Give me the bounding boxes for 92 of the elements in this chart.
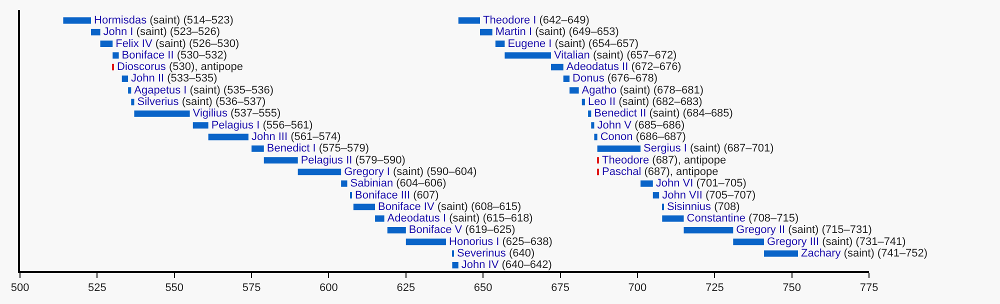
data-label: Agatho (saint) (678–681) — [582, 84, 704, 96]
bar — [452, 262, 458, 268]
bar — [131, 98, 134, 106]
data-label: Silverius (saint) (536–537) — [137, 96, 266, 108]
x-tick-label: 575 — [242, 282, 261, 294]
data-label: Gregory I (saint) (590–604) — [344, 166, 477, 178]
data-label: Dioscorus (530), antipope — [117, 61, 243, 74]
data-label: Benedict II (saint) (684–685) — [594, 108, 733, 120]
bar — [353, 204, 376, 210]
data-label: John V (685–686) — [597, 119, 685, 132]
x-tick-label: 650 — [474, 282, 492, 294]
bar — [91, 28, 100, 36]
x-tick-label: 725 — [705, 282, 724, 294]
bar — [495, 40, 505, 47]
bar — [652, 192, 660, 198]
x-tick-label: 500 — [10, 282, 30, 294]
x-tick-label: 750 — [782, 282, 801, 294]
data-label: Martin I (saint) (649–653) — [495, 26, 619, 38]
data-label: Theodore I (642–649) — [483, 14, 590, 26]
x-tick-label: 625 — [396, 282, 416, 294]
data-label: Benedict I (575–579) — [266, 142, 370, 155]
data-label: Donus (676–678) — [572, 72, 658, 85]
bar — [387, 227, 406, 234]
data-label: Boniface V (619–625) — [408, 224, 516, 236]
bar — [640, 180, 653, 187]
data-label: Honorius I (625–638) — [449, 236, 552, 248]
bar — [112, 52, 119, 59]
bar — [684, 227, 734, 234]
bar — [128, 87, 132, 94]
data-label: John VII (705–707) — [662, 189, 756, 202]
bar — [662, 215, 684, 222]
bar — [764, 250, 798, 257]
bar — [563, 76, 570, 82]
data-label: Theodore (687), antipope — [602, 154, 726, 166]
data-label: Sabinian (604–606) — [350, 178, 446, 190]
x-tick-label: 775 — [860, 282, 878, 294]
bar — [594, 134, 598, 140]
bar — [551, 64, 564, 70]
data-label: Sisinnius (708) — [667, 200, 740, 213]
data-label: Pelagius I (556–561) — [211, 119, 313, 132]
bar — [591, 122, 594, 129]
bar — [570, 87, 579, 94]
data-label: John III (561–574) — [251, 131, 341, 144]
data-label: Gregory II (saint) (715–731) — [736, 224, 872, 236]
data-label: Leo II (saint) (682–683) — [588, 96, 702, 108]
bar — [252, 145, 264, 152]
data-label: Severinus (640) — [457, 248, 535, 260]
data-label: Vigilius (537–555) — [192, 108, 281, 120]
data-label: Boniface IV (saint) (608–615) — [378, 200, 522, 213]
data-label: Felix IV (saint) (526–530) — [116, 38, 240, 50]
data-label: Hormisdas (saint) (514–523) — [94, 14, 234, 26]
x-tick-label: 525 — [88, 282, 106, 294]
data-label: John VI (701–705) — [656, 178, 746, 190]
data-label: Adeodatus II (672–676) — [566, 61, 682, 74]
data-label: Paschal (687), antipope — [602, 166, 718, 178]
data-label: John IV (640–642) — [461, 259, 552, 272]
data-label: Boniface II (530–532) — [122, 49, 227, 62]
bar — [134, 110, 190, 117]
bar — [597, 145, 641, 152]
bar — [298, 168, 342, 176]
bar — [733, 238, 764, 246]
bar — [192, 122, 208, 129]
bar — [582, 98, 585, 106]
x-tick-label: 700 — [628, 282, 647, 294]
bar — [341, 180, 348, 187]
bar — [480, 28, 492, 36]
data-label: Conon (686–687) — [600, 131, 686, 144]
data-label: Gregory III (saint) (731–741) — [767, 236, 906, 248]
data-label: John I (saint) (523–526) — [103, 26, 220, 38]
bar — [122, 76, 128, 82]
data-label: Adeodatus I (saint) (615–618) — [387, 212, 533, 225]
data-label: John II (533–535) — [131, 72, 218, 85]
data-label: Zachary (saint) (741–752) — [800, 248, 928, 260]
data-label: Sergius I (saint) (687–701) — [644, 142, 774, 155]
bar — [504, 52, 552, 59]
bar — [264, 157, 298, 164]
bar — [458, 17, 480, 24]
bar — [100, 40, 113, 47]
data-label: Eugene I (saint) (654–657) — [508, 38, 639, 50]
x-tick-label: 675 — [551, 282, 570, 294]
bar — [406, 238, 446, 246]
data-label: Constantine (708–715) — [686, 212, 799, 225]
bar — [63, 17, 92, 24]
bar — [375, 215, 384, 222]
bar — [208, 134, 248, 140]
data-label: Vitalian (saint) (657–672) — [554, 49, 677, 62]
data-label: Boniface III (607) — [355, 189, 439, 202]
x-tick-label: 600 — [320, 282, 338, 294]
bar — [588, 110, 592, 117]
data-label: Agapetus I (saint) (535–536) — [134, 84, 274, 96]
x-tick-label: 550 — [165, 282, 184, 294]
data-label: Pelagius II (579–590) — [300, 154, 406, 166]
